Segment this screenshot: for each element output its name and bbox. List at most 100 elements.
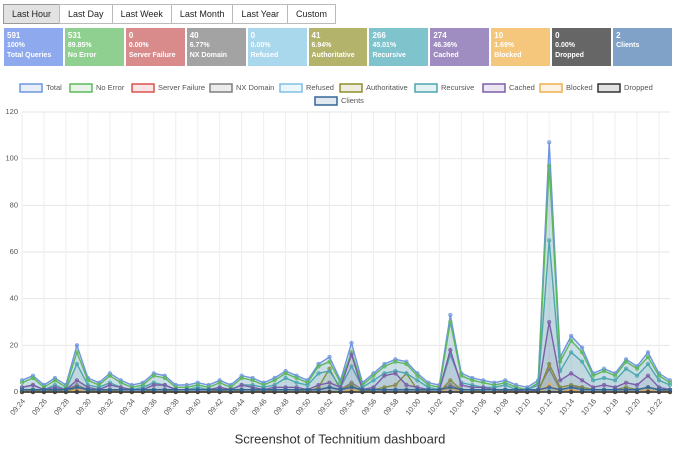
series-point xyxy=(415,378,420,383)
range-button[interactable]: Last Year xyxy=(232,4,288,24)
series-point xyxy=(151,373,156,378)
series-point xyxy=(316,382,321,388)
series-point xyxy=(492,387,497,392)
series-point xyxy=(645,361,651,367)
x-tick-label: 09:30 xyxy=(74,397,93,417)
series-point xyxy=(349,389,354,395)
stat-count: 41 xyxy=(311,31,321,40)
series-point xyxy=(623,366,629,371)
series-point xyxy=(19,387,25,392)
series-point xyxy=(327,385,332,390)
series-point xyxy=(602,382,607,388)
legend-swatch xyxy=(131,83,155,93)
series-point xyxy=(514,387,519,392)
stat-tile: 40 6.77% NX Domain xyxy=(186,28,246,66)
legend-label: Blocked xyxy=(566,83,593,92)
series-area xyxy=(22,322,670,392)
stat-tile: 266 45.01% Recursive xyxy=(369,28,429,66)
series-point xyxy=(294,375,299,381)
series-point xyxy=(272,387,277,392)
x-tick-label: 09:54 xyxy=(338,397,357,417)
series-point xyxy=(602,368,607,374)
series-point xyxy=(74,361,80,367)
series-point xyxy=(569,350,574,355)
series-point xyxy=(569,389,574,395)
series-point xyxy=(316,387,321,392)
x-tick-label: 09:38 xyxy=(162,397,181,417)
series-point xyxy=(547,163,552,168)
legend-swatch xyxy=(597,83,621,93)
series-point xyxy=(294,380,299,385)
stat-count: 0 xyxy=(250,31,256,40)
stat-tile: 0 0.00% Server Failure xyxy=(125,28,185,66)
range-button[interactable]: Custom xyxy=(287,4,337,24)
stat-count: 40 xyxy=(189,31,199,40)
x-tick-label: 09:42 xyxy=(206,397,225,417)
series-point xyxy=(645,373,651,378)
x-tick-label: 09:32 xyxy=(96,397,115,417)
series-point xyxy=(645,389,651,395)
series-point xyxy=(52,387,58,392)
series-point xyxy=(140,387,145,392)
x-tick-label: 10:14 xyxy=(557,397,576,417)
series-point xyxy=(393,387,398,392)
series-point xyxy=(470,378,475,383)
series-point xyxy=(206,387,211,392)
series-point xyxy=(74,350,80,355)
x-tick-label: 09:48 xyxy=(272,397,291,417)
stat-count: 531 xyxy=(67,31,82,40)
stat-tile: 2 Clients xyxy=(613,28,672,66)
series-point xyxy=(569,333,574,339)
series-point xyxy=(283,375,288,381)
series-point xyxy=(151,382,156,388)
series-point xyxy=(162,382,167,388)
series-point xyxy=(602,387,607,392)
legend-label: Server Failure xyxy=(158,83,205,92)
legend-swatch xyxy=(19,83,43,93)
series-point xyxy=(52,378,58,383)
stat-label: Blocked xyxy=(494,52,522,59)
series-point xyxy=(41,387,47,392)
series-point xyxy=(316,364,321,369)
series-point xyxy=(118,380,123,385)
series-point xyxy=(459,387,464,392)
range-button[interactable]: Last Month xyxy=(170,4,234,24)
series-point xyxy=(173,387,178,392)
legend-swatch xyxy=(69,83,93,93)
series-point xyxy=(107,382,112,388)
series-point xyxy=(437,387,442,392)
stat-label: Recursive xyxy=(372,52,406,59)
series-point xyxy=(547,319,552,325)
stat-tile: 0 0.00% Refused xyxy=(247,28,307,66)
y-tick-label: 0 xyxy=(14,387,18,396)
series-point xyxy=(305,382,310,388)
series-point xyxy=(569,385,574,390)
series-point xyxy=(580,345,585,350)
series-point xyxy=(327,354,332,360)
legend-swatch xyxy=(279,83,303,93)
series-point xyxy=(623,359,629,364)
y-tick-label: 80 xyxy=(10,200,18,209)
legend-label: Total xyxy=(46,83,62,92)
stat-tile: 10 1.69% Blocked xyxy=(491,28,551,66)
stat-label: NX Domain xyxy=(189,52,228,59)
series-point xyxy=(283,371,288,376)
series-point xyxy=(656,378,662,383)
series-point xyxy=(30,387,36,392)
y-tick-label: 20 xyxy=(10,340,18,349)
series-point xyxy=(634,382,640,388)
series-point xyxy=(349,340,354,346)
stat-percent: 89.85% xyxy=(67,42,92,49)
series-point xyxy=(645,354,651,360)
legend-swatch xyxy=(209,83,233,93)
x-tick-label: 09:50 xyxy=(294,397,313,417)
series-point xyxy=(327,380,332,385)
series-point xyxy=(393,371,398,376)
series-point xyxy=(580,378,585,383)
stat-label: Total Queries xyxy=(7,52,52,59)
stat-label: Dropped xyxy=(555,52,584,59)
stat-count: 10 xyxy=(494,31,504,40)
x-tick-label: 09:26 xyxy=(30,397,49,417)
series-point xyxy=(459,382,464,388)
